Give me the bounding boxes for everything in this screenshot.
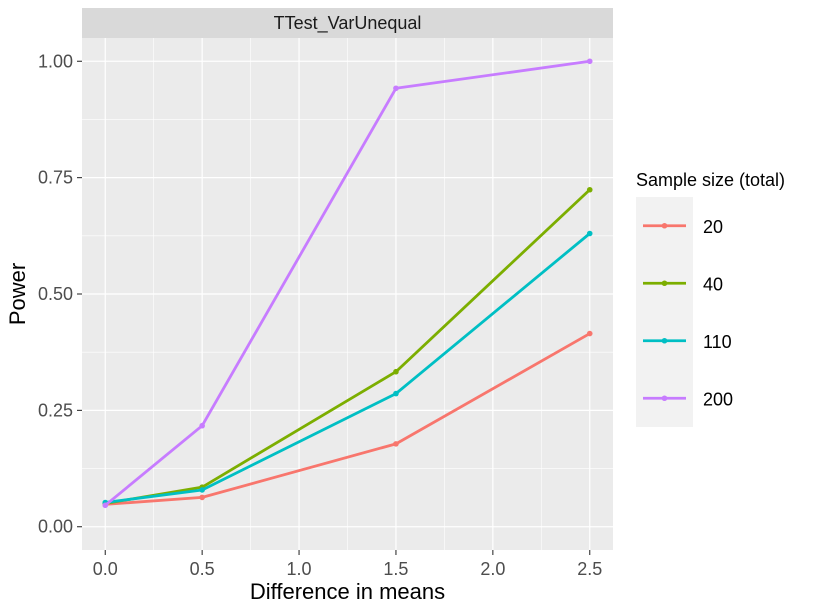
legend-label: 20: [703, 217, 723, 237]
data-point-110: [586, 230, 593, 237]
data-point-200: [199, 422, 205, 429]
x-tick-label: 0.0: [93, 559, 118, 579]
legend-label: 200: [703, 389, 733, 409]
data-point-40: [586, 186, 593, 193]
legend-key-point: [661, 280, 668, 287]
data-point-200: [393, 85, 399, 92]
legend-label: 110: [703, 332, 732, 352]
data-point-200: [586, 58, 593, 65]
y-tick-label: 0.00: [38, 517, 73, 537]
x-tick-label: 1.5: [383, 559, 408, 579]
legend-item-200: 200: [643, 389, 733, 409]
data-point-110: [393, 390, 399, 397]
legend-item-20: 20: [643, 217, 723, 237]
legend-label: 40: [703, 274, 723, 294]
data-point-40: [393, 368, 399, 375]
series-line-200: [104, 59, 590, 507]
data-point-20: [199, 494, 205, 501]
x-axis-title: Difference in means: [250, 579, 445, 604]
series-line-110: [105, 232, 591, 504]
series-200: [102, 58, 593, 509]
series-line-20: [105, 332, 591, 506]
y-axis-title: Power: [5, 263, 30, 325]
legend-key-point: [661, 222, 668, 229]
x-tick-label: 1.0: [287, 559, 312, 579]
data-point-20: [586, 330, 593, 337]
series-110: [102, 230, 593, 506]
x-tick-label: 2.0: [480, 559, 505, 579]
data-point-200: [102, 502, 109, 509]
y-tick-label: 0.25: [38, 400, 73, 420]
y-tick-label: 0.50: [38, 284, 73, 304]
legend-key-point: [661, 395, 668, 402]
legend-key-background: [636, 197, 693, 427]
legend-key-point: [661, 337, 668, 344]
facet-title: TTest_VarUnequal: [274, 13, 422, 34]
series-20: [102, 330, 593, 508]
legend-item-40: 40: [643, 274, 723, 294]
y-tick-label: 0.75: [38, 168, 73, 188]
legend-title: Sample size (total): [636, 170, 785, 190]
y-tick-label: 1.00: [38, 51, 73, 71]
x-tick-label: 0.5: [190, 559, 215, 579]
data-point-110: [199, 487, 205, 493]
legend-item-110: 110: [643, 332, 732, 352]
facet-strip: [82, 8, 613, 38]
x-tick-label: 2.5: [577, 559, 602, 579]
data-point-20: [393, 441, 399, 447]
